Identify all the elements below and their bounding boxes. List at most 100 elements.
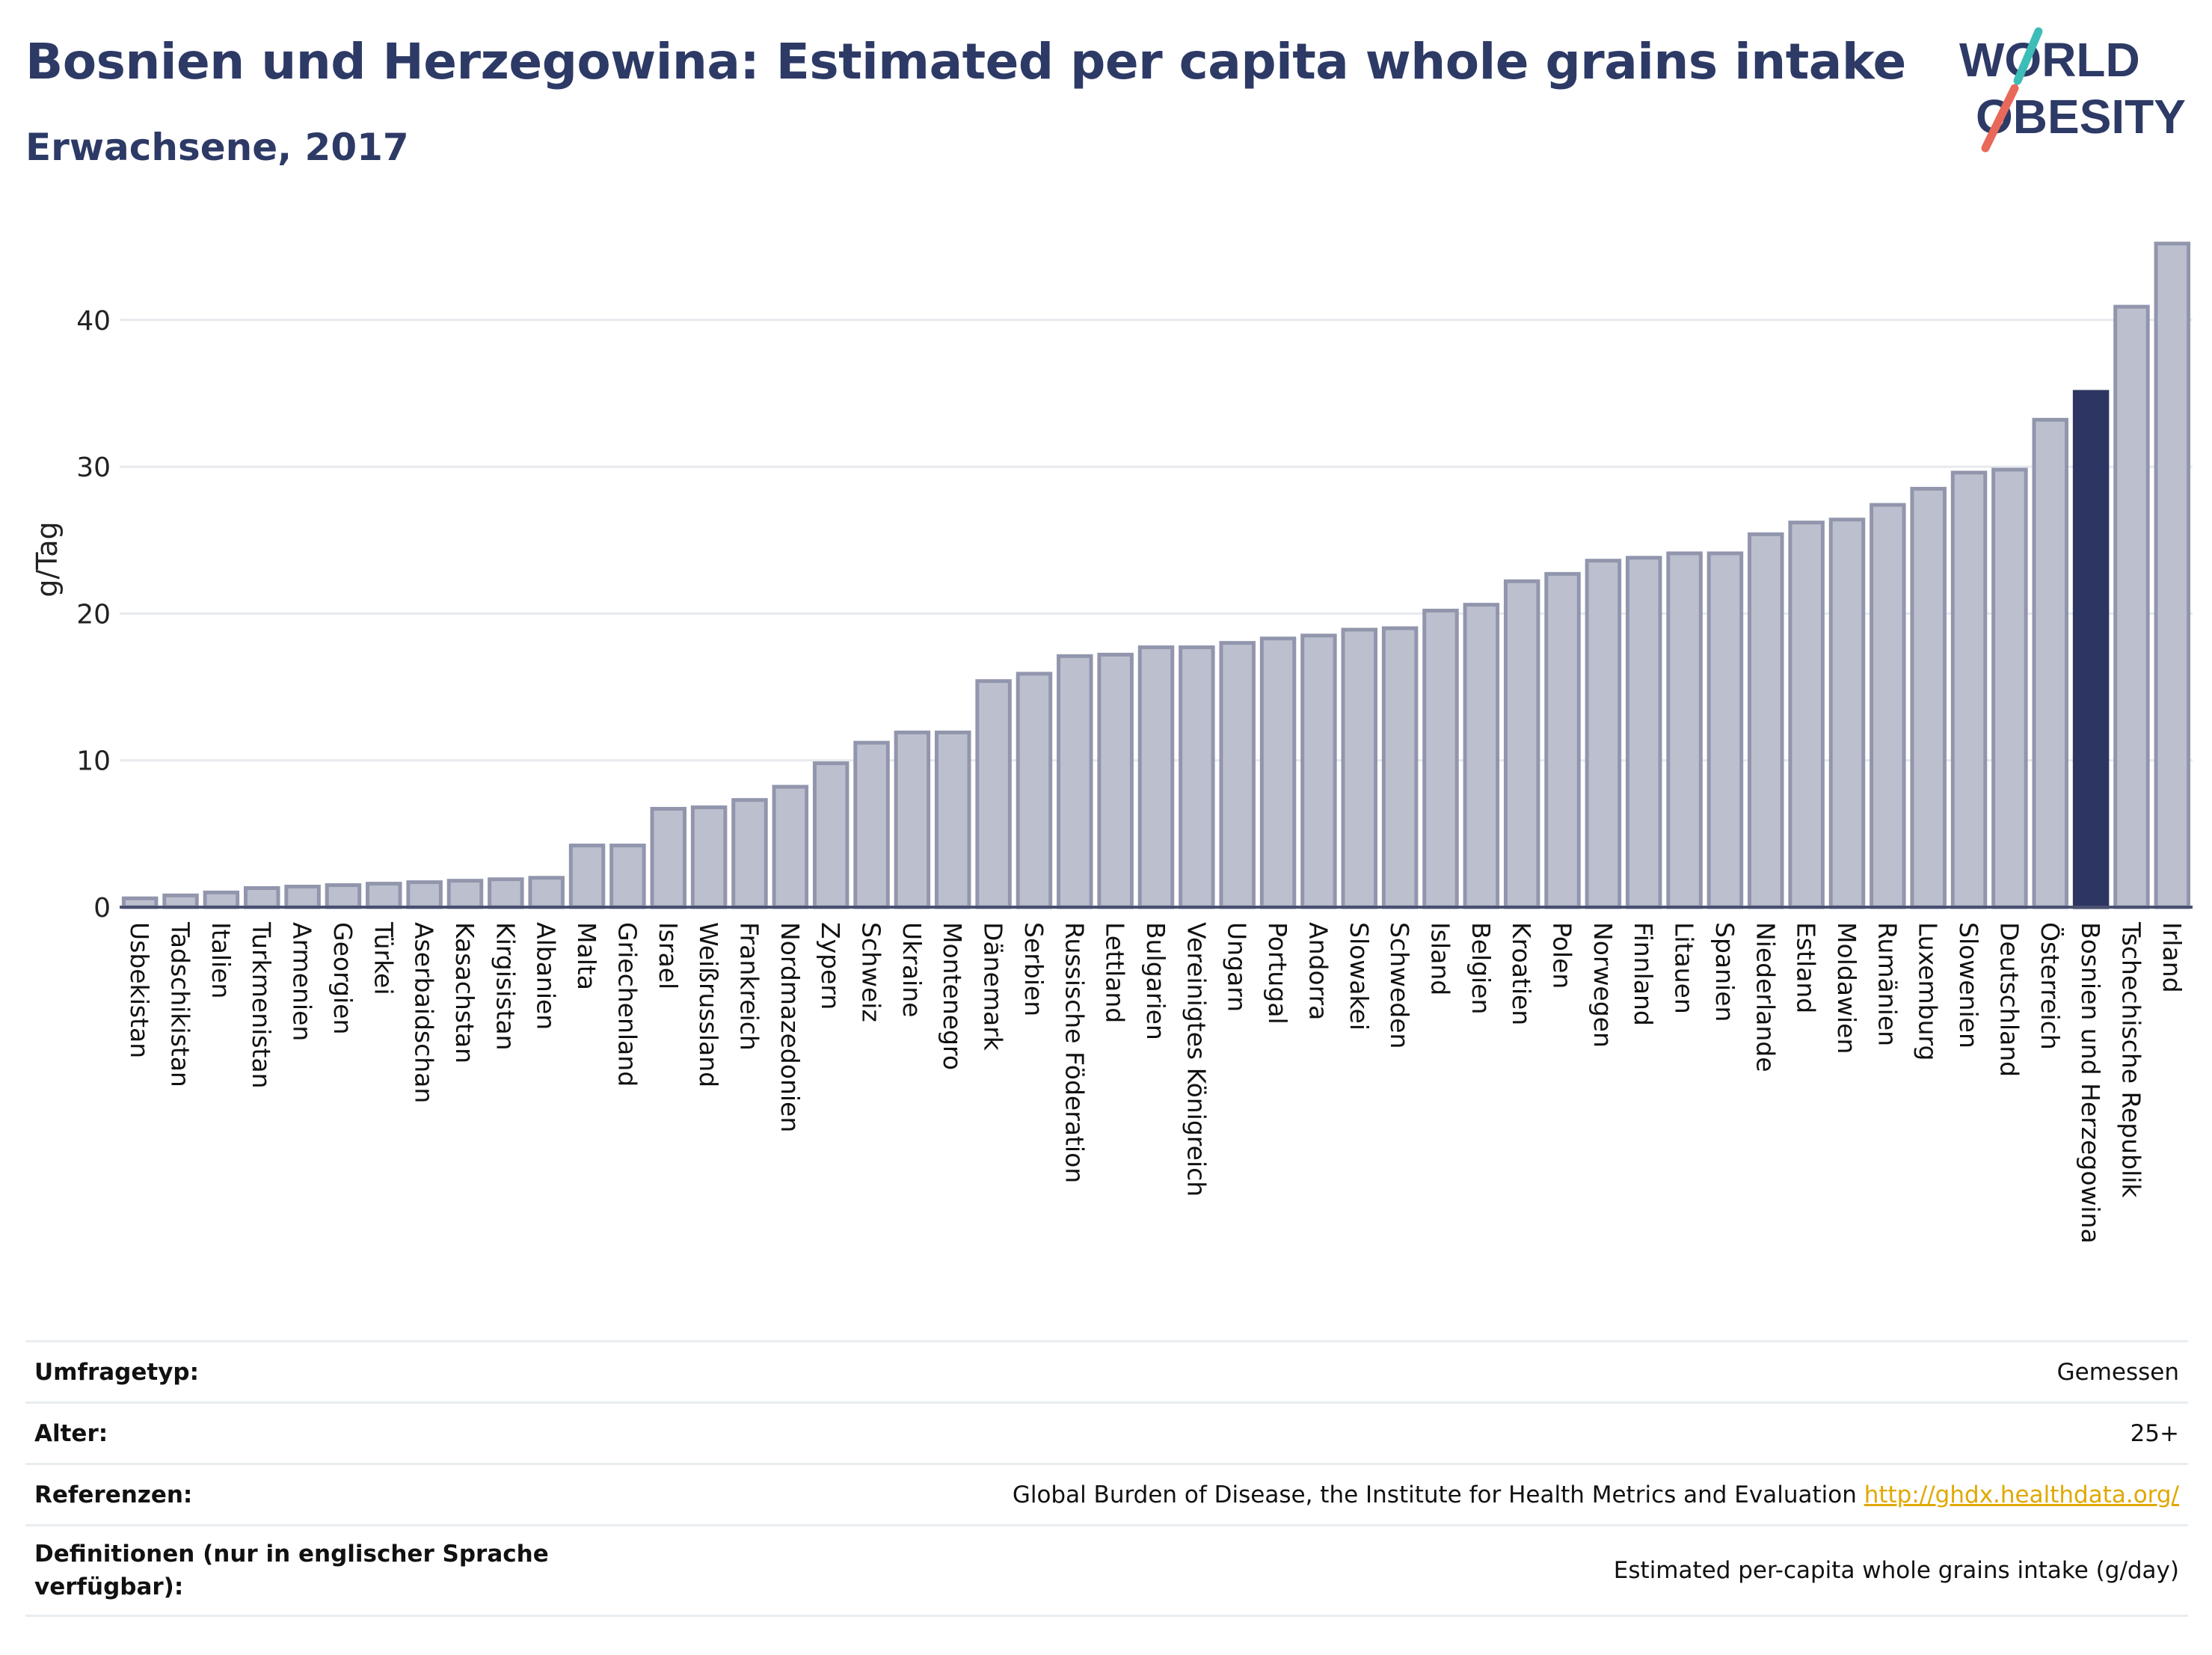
bar <box>2032 417 2069 909</box>
info-label: Definitionen (nur in englischer Sprache … <box>34 1541 549 1600</box>
bar <box>1179 645 1215 909</box>
bar <box>650 806 687 909</box>
info-row: Alter: 25+ <box>25 1401 2188 1463</box>
x-tick-label: Portugal <box>1263 922 1292 1025</box>
info-row: Referenzen: Global Burden of Disease, the… <box>25 1463 2188 1524</box>
bar <box>2072 390 2110 909</box>
y-tick-label: 0 <box>93 893 111 924</box>
bar <box>162 893 199 909</box>
info-row: Definitionen (nur in englischer Sprache … <box>25 1524 2188 1617</box>
bar <box>1748 532 1784 909</box>
info-value: Global Burden of Disease, the Institute … <box>1012 1481 2179 1508</box>
x-tick-label: Serbien <box>1019 922 1048 1016</box>
x-tick-label: Moldawien <box>1832 922 1861 1054</box>
x-tick-label: Island <box>1425 922 1454 995</box>
bar <box>609 844 646 909</box>
x-tick-label: Tadschikistan <box>166 921 195 1087</box>
bar <box>243 885 280 909</box>
reference-link[interactable]: http://ghdx.healthdata.org/ <box>1864 1481 2179 1508</box>
bar <box>1991 467 2028 909</box>
bar <box>568 844 606 909</box>
bar <box>1137 645 1175 909</box>
x-tick-label: Niederlande <box>1751 922 1780 1072</box>
y-tick-label: 10 <box>76 746 111 777</box>
x-tick-label: Aserbaidschan <box>410 922 439 1103</box>
x-tick-label: Kirgisistan <box>491 922 520 1051</box>
bar <box>894 730 931 909</box>
x-tick-label: Armenien <box>288 922 317 1041</box>
logo-line1: WORLD <box>1959 33 2140 87</box>
y-tick-label: 30 <box>76 452 111 483</box>
bar <box>1381 626 1419 909</box>
bar <box>528 876 565 909</box>
x-tick-label: Finnland <box>1629 922 1658 1026</box>
bar <box>284 885 321 909</box>
chart-title: Bosnien und Herzegowina: Estimated per c… <box>25 33 1906 90</box>
bar <box>1503 579 1540 909</box>
info-value: Gemessen <box>2056 1358 2179 1386</box>
x-tick-labels: Usbekistan Tadschikistan Italien Turkmenist… <box>125 921 2187 1244</box>
x-tick-label: Dänemark <box>979 922 1008 1051</box>
bar <box>772 784 809 909</box>
x-tick-label: Polen <box>1548 922 1577 989</box>
world-obesity-logo: WORLD OBESITY <box>1959 27 2186 153</box>
bar <box>812 761 850 909</box>
bar <box>1463 603 1500 909</box>
bar <box>406 880 443 909</box>
x-tick-label: Kasachstan <box>450 922 479 1063</box>
bar <box>1870 503 1906 909</box>
info-label: Referenzen: <box>34 1481 193 1508</box>
bar <box>1016 672 1053 909</box>
bar <box>1259 636 1297 909</box>
bar <box>1585 559 1622 909</box>
x-tick-label: Bosnien und Herzegowina <box>2076 922 2105 1244</box>
bar <box>446 879 484 909</box>
y-tick-label: 40 <box>76 306 111 337</box>
bar <box>1666 551 1703 909</box>
bar <box>1788 521 1825 909</box>
bar <box>690 805 728 909</box>
x-tick-label: Italien <box>206 922 236 998</box>
bar <box>1625 556 1662 909</box>
x-tick-label: Norwegen <box>1588 922 1617 1048</box>
bar <box>1544 571 1581 909</box>
bar <box>203 890 240 909</box>
x-tick-label: Bulgarien <box>1141 922 1170 1040</box>
x-tick-label: Slowenien <box>1954 922 1983 1048</box>
x-tick-label: Frankreich <box>734 922 764 1051</box>
x-tick-label: Andorra <box>1303 922 1333 1020</box>
x-tick-label: Estland <box>1792 922 1821 1013</box>
x-tick-label: Türkei <box>369 921 398 995</box>
bar <box>1706 551 1744 909</box>
x-tick-label: Usbekistan <box>125 922 154 1058</box>
bar <box>1300 633 1337 909</box>
bar <box>731 798 768 909</box>
bar <box>2154 242 2191 909</box>
x-tick-label: Spanien <box>1710 922 1739 1022</box>
bar <box>488 877 524 909</box>
x-tick-label: Belgien <box>1466 922 1496 1014</box>
x-tick-label: Schweden <box>1385 922 1414 1048</box>
y-axis-label: g/Tag <box>31 521 64 597</box>
bar <box>1950 470 1988 909</box>
x-tick-label: Schweiz <box>857 922 886 1022</box>
x-tick-label: Deutschland <box>1994 922 2024 1077</box>
info-value: 25+ <box>2130 1419 2179 1447</box>
x-tick-label: Kroatien <box>1507 922 1536 1025</box>
x-tick-label: Luxemburg <box>1914 922 1943 1060</box>
x-tick-label: Vereinigtes Königreich <box>1182 922 1211 1197</box>
x-tick-label: Israel <box>654 922 683 989</box>
x-tick-label: Tschechische Republik <box>2116 921 2145 1198</box>
bar <box>2113 304 2150 909</box>
bar <box>366 882 402 909</box>
bar <box>1341 627 1378 909</box>
bar <box>325 883 362 909</box>
x-tick-label: Zypern <box>816 922 845 1010</box>
bar <box>853 740 890 909</box>
chart-subtitle: Erwachsene, 2017 <box>25 126 409 169</box>
x-tick-label: Montenegro <box>938 922 967 1070</box>
bar <box>1828 518 1866 909</box>
bars <box>120 242 2193 909</box>
y-tick-labels: 0 10 20 30 40 <box>76 306 111 924</box>
x-tick-label: Österreich <box>2036 922 2065 1050</box>
